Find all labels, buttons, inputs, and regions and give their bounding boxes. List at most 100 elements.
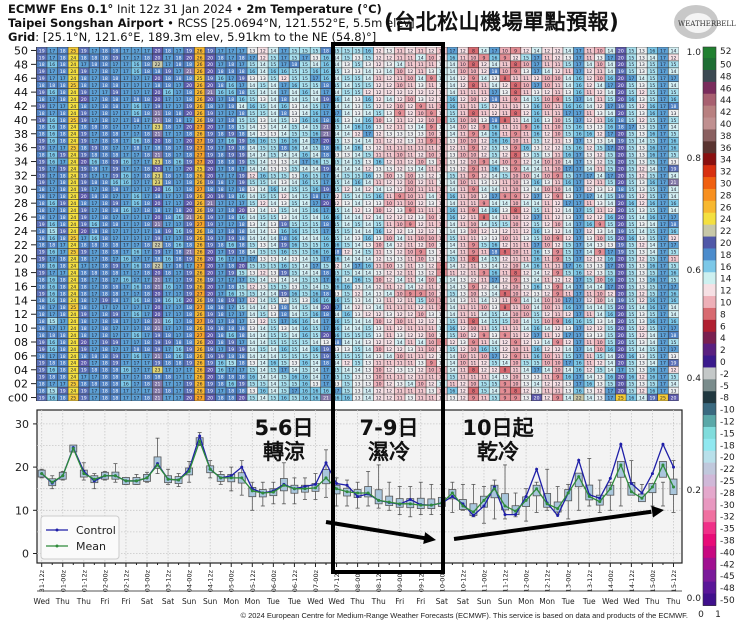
heatmap-cell-value: 17 <box>660 319 666 325</box>
heatmap-cell-value: 13 <box>344 201 350 207</box>
heatmap-cell-value: 12 <box>555 277 561 283</box>
heatmap-cell-value: 14 <box>650 55 656 61</box>
heatmap-cell-value: 12 <box>376 284 382 290</box>
heatmap-cell-value: 27 <box>197 152 203 158</box>
heatmap-cell-value: 14 <box>365 319 371 325</box>
heatmap-cell <box>110 47 121 54</box>
heatmap-cell-value: 13 <box>249 76 255 82</box>
heatmap-cell-value: 17 <box>607 83 613 89</box>
heatmap-cell-value: 12 <box>460 159 466 165</box>
heatmap-cell-value: 27 <box>197 146 203 152</box>
heatmap-cell-value: 18 <box>134 97 140 103</box>
heatmap-cell <box>278 47 289 54</box>
heatmap-cell-value: 18 <box>81 326 87 332</box>
heatmap-cell-value: 18 <box>102 104 108 110</box>
heatmap-cell-value: 13 <box>355 312 361 318</box>
heatmap-cell-value: 17 <box>112 125 118 131</box>
heatmap-cell-value: 18 <box>176 208 182 214</box>
heatmap-cell-value: 18 <box>165 111 171 117</box>
heatmap-cell <box>110 88 121 96</box>
heatmap-cell <box>500 88 510 96</box>
heatmap-cell-value: 16 <box>671 201 677 207</box>
heatmap-cell-value: 15 <box>270 152 276 158</box>
heatmap-cell-value: 11 <box>502 104 508 110</box>
heatmap-cell-value: 11 <box>544 264 550 270</box>
heatmap-cell-value: 17 <box>60 243 66 249</box>
heatmap-cell <box>542 54 553 61</box>
heatmap-cell-value: 13 <box>260 257 266 263</box>
heatmap-cell-value: 16 <box>291 243 297 249</box>
heatmap-cell <box>226 47 237 54</box>
heatmap-cell <box>626 54 637 61</box>
heatmap-cell-value: 12 <box>397 139 403 145</box>
heatmap-cell-value: 15 <box>492 152 498 158</box>
heatmap-cell <box>310 75 321 82</box>
heatmap-cell-value: 17 <box>534 194 540 200</box>
heatmap-cell-value: 17 <box>144 180 150 186</box>
heatmap-cell-value: 18 <box>91 194 97 200</box>
chart-title-line1: ECMWF Ens 0.1° Init 12z 31 Jan 2024 • 2m… <box>8 2 382 16</box>
heatmap-cell-value: 13 <box>355 284 361 290</box>
heatmap-cell-value: 17 <box>123 111 129 117</box>
heatmap-cell <box>236 109 247 117</box>
heatmap-cell-value: 15 <box>249 243 255 249</box>
heatmap-cell-value: 14 <box>376 187 382 193</box>
heatmap-cell-value: 16 <box>565 104 571 110</box>
heatmap-cell-value: 10 <box>513 319 519 325</box>
heatmap-cell <box>215 54 226 61</box>
heatmap-cell-value: 14 <box>565 284 571 290</box>
heatmap-cell-value: 19 <box>81 222 87 228</box>
heatmap-cell <box>489 102 500 110</box>
heatmap-cell-value: 11 <box>449 270 455 276</box>
heatmap-cell-value: 18 <box>102 291 108 297</box>
heatmap-cell-value: 10 <box>407 250 413 256</box>
heatmap-cell-value: 17 <box>176 201 182 207</box>
heatmap-cell-value: 13 <box>249 326 255 332</box>
heatmap-cell-value: 18 <box>228 118 234 124</box>
heatmap-cell-value: 12 <box>639 104 645 110</box>
heatmap-cell-value: 18 <box>60 194 66 200</box>
heatmap-cell <box>636 54 647 61</box>
heatmap-cell-value: 14 <box>586 97 592 103</box>
heatmap-cell-value: 18 <box>228 208 234 214</box>
heatmap-cell-value: 17 <box>671 215 677 221</box>
heatmap-cell-value: 17 <box>660 250 666 256</box>
heatmap-cell-value: 11 <box>428 180 434 186</box>
heatmap-cell <box>268 54 279 61</box>
heatmap-cell-value: 15 <box>302 312 308 318</box>
heatmap-cell-value: 20 <box>155 201 161 207</box>
heatmap-cell-value: 14 <box>449 83 455 89</box>
heatmap-cell-value: 17 <box>281 319 287 325</box>
heatmap-cell-value: 9 <box>472 243 475 249</box>
heatmap-cell-value: 14 <box>565 83 571 89</box>
heatmap-cell-value: 18 <box>91 125 97 131</box>
heatmap-cell-value: 18 <box>60 97 66 103</box>
heatmap-cell-value: 16 <box>449 208 455 214</box>
heatmap-cell <box>236 82 247 89</box>
heatmap-cell-value: 16 <box>134 139 140 145</box>
heatmap-cell-value: 15 <box>650 69 656 75</box>
heatmap-cell-value: 26 <box>197 69 203 75</box>
heatmap-cell-value: 19 <box>207 152 213 158</box>
heatmap-cell-value: 11 <box>513 76 519 82</box>
heatmap-cell <box>552 47 563 54</box>
heatmap-cell-value: 17 <box>165 291 171 297</box>
heatmap-cell-value: 18 <box>228 284 234 290</box>
heatmap-cell-value: 15 <box>628 277 634 283</box>
heatmap-cell-value: 14 <box>291 277 297 283</box>
heatmap-cell-value: 12 <box>639 257 645 263</box>
heatmap-cell-value: 15 <box>607 236 613 242</box>
heatmap-cell <box>478 82 489 89</box>
heatmap-cell-value: 16 <box>534 132 540 138</box>
heatmap-cell-value: 9 <box>514 132 517 138</box>
heatmap-cell-value: 17 <box>123 104 129 110</box>
heatmap-cell-value: 17 <box>112 277 118 283</box>
heatmap-cell-value: 17 <box>144 118 150 124</box>
heatmap-cell-value: 15 <box>365 55 371 61</box>
heatmap-cell-value: 18 <box>39 264 45 270</box>
heatmap-cell-value: 12 <box>502 229 508 235</box>
heatmap-cell <box>257 109 268 117</box>
heatmap-cell <box>531 82 542 89</box>
heatmap-cell-value: 17 <box>323 319 329 325</box>
heatmap-cell <box>521 95 532 103</box>
